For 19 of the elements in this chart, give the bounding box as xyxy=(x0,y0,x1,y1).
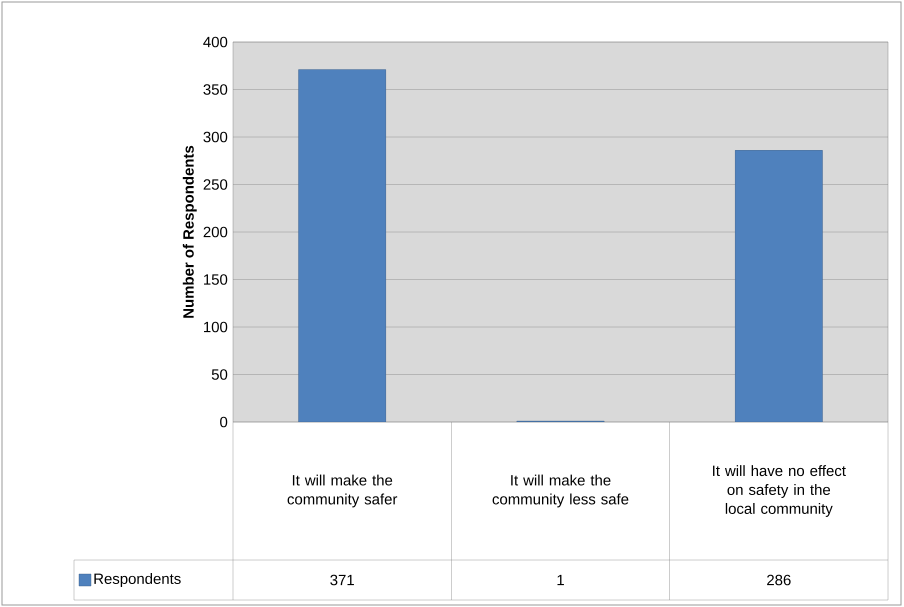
x-tick-label: It will make the community less safe xyxy=(492,474,628,508)
y-tick-label: 400 xyxy=(203,36,228,48)
bar xyxy=(734,150,823,422)
data-label: 1 xyxy=(557,574,564,586)
data-label: 371 xyxy=(330,574,354,586)
y-tick-label: 350 xyxy=(203,84,228,95)
y-tick-label: 100 xyxy=(204,322,228,332)
bar xyxy=(298,69,386,422)
x-tick-label: It will make the community safer xyxy=(288,474,398,508)
y-tick-label: 50 xyxy=(212,369,228,380)
y-axis-title: Number of Respondents xyxy=(182,146,197,318)
legend-label: Respondents xyxy=(94,573,181,587)
x-tick-label: It will have no effect on safety in the local community xyxy=(713,465,846,517)
y-tick-label: 200 xyxy=(204,226,228,238)
y-tick-label: 0 xyxy=(220,416,228,428)
y-tick-label: 250 xyxy=(204,179,228,190)
data-label: 286 xyxy=(767,574,791,586)
y-tick-label: 300 xyxy=(203,132,228,142)
y-tick-label: 150 xyxy=(204,274,228,285)
